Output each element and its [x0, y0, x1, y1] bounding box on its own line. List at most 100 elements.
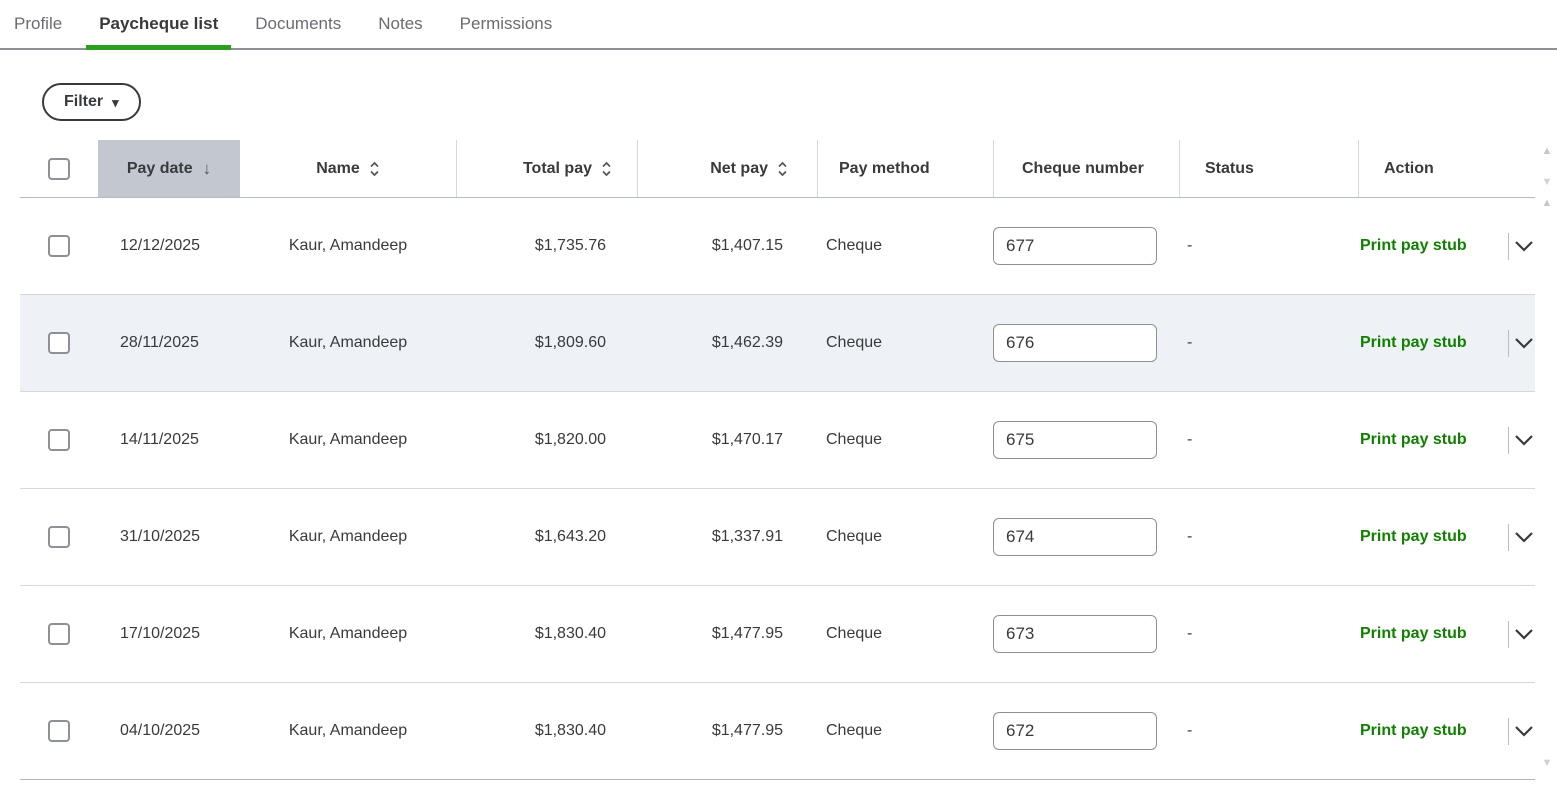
print-pay-stub-link[interactable]: Print pay stub [1360, 237, 1467, 254]
row-actions-chevron-button[interactable] [1514, 531, 1534, 543]
tab-permissions[interactable]: Permissions [459, 14, 553, 33]
scroll-down-icon[interactable]: ▼ [1541, 176, 1553, 188]
total-pay-cell: $1,735.76 [534, 237, 606, 254]
row-actions-chevron-button[interactable] [1514, 434, 1534, 446]
total-pay-cell: $1,820.00 [534, 431, 606, 448]
divider [1508, 232, 1509, 260]
tab-documents[interactable]: Documents [255, 14, 342, 33]
sort-both-icon [370, 161, 379, 176]
tab-bar: Profile Paycheque list Documents Notes P… [0, 0, 1557, 50]
row-checkbox[interactable] [48, 526, 70, 548]
net-pay-cell: $1,337.91 [711, 528, 783, 545]
cheque-number-input[interactable] [993, 421, 1157, 459]
column-header-pay-date[interactable]: Pay date ↓ [98, 140, 240, 197]
name-header-label: Name [316, 159, 360, 177]
net-pay-cell: $1,470.17 [711, 431, 783, 448]
status-cell: - [1187, 334, 1193, 351]
sort-both-icon [602, 161, 611, 176]
caret-down-icon: ▾ [112, 94, 119, 110]
pay-date-cell: 28/11/2025 [120, 334, 199, 351]
net-pay-header-label: Net pay [710, 159, 768, 177]
pay-method-cell: Cheque [826, 722, 883, 739]
status-cell: - [1187, 722, 1193, 739]
net-pay-cell: $1,477.95 [711, 625, 783, 642]
chevron-down-icon [1515, 726, 1533, 737]
pay-date-header-label: Pay date [126, 159, 193, 177]
row-checkbox[interactable] [48, 720, 70, 742]
select-all-checkbox[interactable] [48, 157, 70, 180]
print-pay-stub-link[interactable]: Print pay stub [1360, 431, 1467, 448]
row-actions-chevron-button[interactable] [1514, 337, 1534, 349]
divider [1508, 426, 1509, 454]
scroll-up-icon[interactable]: ▲ [1541, 145, 1553, 157]
cheque-number-input[interactable] [993, 615, 1157, 653]
cheque-number-input[interactable] [993, 324, 1157, 362]
print-pay-stub-link[interactable]: Print pay stub [1360, 722, 1467, 739]
row-checkbox[interactable] [48, 429, 70, 451]
row-checkbox[interactable] [48, 623, 70, 645]
pay-method-cell: Cheque [826, 431, 883, 448]
pay-date-cell: 04/10/2025 [120, 722, 201, 739]
cheque-number-input[interactable] [993, 518, 1157, 556]
total-pay-cell: $1,830.40 [534, 722, 606, 739]
employee-name-cell: Kaur, Amandeep [288, 237, 408, 254]
employee-name-cell: Kaur, Amandeep [288, 528, 408, 545]
row-actions-chevron-button[interactable] [1514, 240, 1534, 252]
employee-name-cell: Kaur, Amandeep [288, 722, 408, 739]
pay-method-cell: Cheque [826, 334, 883, 351]
status-cell: - [1187, 431, 1193, 448]
cheque-number-input[interactable] [993, 227, 1157, 265]
column-header-net-pay[interactable]: Net pay [637, 140, 817, 197]
row-checkbox[interactable] [48, 332, 70, 354]
row-actions-chevron-button[interactable] [1514, 628, 1534, 640]
employee-name-cell: Kaur, Amandeep [288, 625, 408, 642]
paycheque-table: Pay date ↓ Name Total pay Net pay Pay me… [20, 140, 1535, 780]
cheque-number-input[interactable] [993, 712, 1157, 750]
print-pay-stub-link[interactable]: Print pay stub [1360, 334, 1467, 351]
net-pay-cell: $1,462.39 [711, 334, 783, 351]
status-cell: - [1187, 237, 1193, 254]
filter-button[interactable]: Filter ▾ [42, 83, 141, 121]
chevron-down-icon [1515, 241, 1533, 252]
row-actions-chevron-button[interactable] [1514, 725, 1534, 737]
select-all-cell [20, 140, 98, 197]
divider [1508, 523, 1509, 551]
column-header-name[interactable]: Name [240, 140, 456, 197]
divider [1508, 329, 1509, 357]
tab-paycheque-list[interactable]: Paycheque list [86, 0, 232, 50]
chevron-down-icon [1515, 338, 1533, 349]
row-checkbox[interactable] [48, 235, 70, 257]
total-pay-cell: $1,830.40 [534, 625, 606, 642]
chevron-down-icon [1515, 629, 1533, 640]
print-pay-stub-link[interactable]: Print pay stub [1360, 528, 1467, 545]
pay-method-cell: Cheque [826, 625, 883, 642]
scroll-up-icon[interactable]: ▲ [1541, 197, 1553, 209]
tab-notes[interactable]: Notes [378, 14, 423, 33]
status-cell: - [1187, 625, 1193, 642]
pay-method-cell: Cheque [826, 528, 883, 545]
column-header-cheque-number: Cheque number [993, 140, 1179, 197]
header-spacer [1508, 140, 1535, 197]
scroll-down-icon[interactable]: ▼ [1541, 757, 1553, 769]
filter-button-label: Filter [64, 93, 104, 110]
employee-name-cell: Kaur, Amandeep [288, 334, 408, 351]
tab-profile[interactable]: Profile [14, 14, 63, 33]
print-pay-stub-link[interactable]: Print pay stub [1360, 625, 1467, 642]
pay-date-cell: 17/10/2025 [120, 625, 201, 642]
net-pay-cell: $1,477.95 [711, 722, 783, 739]
table-row: 12/12/2025 Kaur, Amandeep $1,735.76 $1,4… [20, 198, 1535, 295]
status-cell: - [1187, 528, 1193, 545]
divider [1508, 717, 1509, 745]
table-row: 31/10/2025 Kaur, Amandeep $1,643.20 $1,3… [20, 489, 1535, 586]
sort-descending-icon: ↓ [202, 158, 212, 178]
column-header-action: Action [1358, 140, 1508, 197]
divider [1508, 620, 1509, 648]
table-row: 04/10/2025 Kaur, Amandeep $1,830.40 $1,4… [20, 683, 1535, 780]
employee-name-cell: Kaur, Amandeep [288, 431, 408, 448]
column-header-pay-method: Pay method [817, 140, 993, 197]
sort-both-icon [778, 161, 787, 176]
table-row: 14/11/2025 Kaur, Amandeep $1,820.00 $1,4… [20, 392, 1535, 489]
pay-date-cell: 14/11/2025 [120, 431, 199, 448]
column-header-total-pay[interactable]: Total pay [456, 140, 637, 197]
net-pay-cell: $1,407.15 [711, 237, 783, 254]
